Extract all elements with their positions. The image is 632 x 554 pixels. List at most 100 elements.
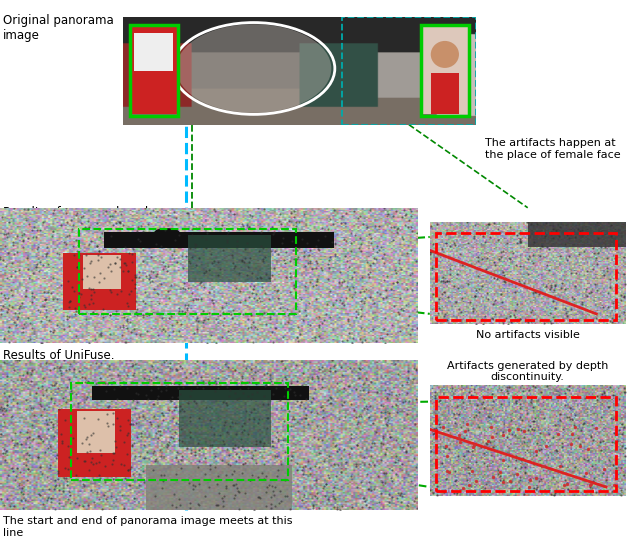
Point [441, 238, 451, 247]
Point [256, 273, 266, 282]
Point [0, 410, 8, 419]
Point [83, 217, 93, 225]
Point [62, 480, 72, 489]
Point [259, 309, 269, 317]
Point [347, 339, 357, 348]
Point [185, 504, 195, 512]
Point [185, 259, 195, 268]
Point [36, 401, 46, 410]
Point [569, 423, 580, 432]
Point [523, 409, 533, 418]
Point [352, 419, 362, 428]
Point [155, 427, 166, 435]
Point [237, 422, 247, 430]
Point [3, 228, 13, 237]
Point [45, 460, 55, 469]
Bar [146, 465, 292, 510]
Point [555, 409, 565, 418]
Point [46, 494, 56, 502]
Point [84, 338, 94, 347]
Bar [422, 27, 468, 114]
Point [124, 249, 134, 258]
Point [561, 309, 571, 318]
Point [331, 440, 341, 449]
Point [182, 306, 192, 315]
Point [238, 255, 248, 264]
Point [434, 397, 444, 406]
Point [102, 409, 112, 418]
Point [201, 266, 211, 275]
Point [387, 402, 397, 411]
Point [621, 388, 631, 397]
Point [307, 265, 317, 274]
Point [387, 476, 398, 485]
Point [478, 486, 488, 495]
Point [245, 281, 255, 290]
Point [276, 496, 286, 505]
Point [76, 289, 86, 298]
Point [25, 403, 35, 412]
Point [205, 440, 216, 449]
Point [16, 496, 27, 505]
Point [207, 259, 217, 268]
Point [495, 399, 506, 408]
Point [312, 409, 322, 418]
Point [270, 483, 281, 491]
Point [287, 452, 297, 460]
Point [524, 483, 534, 491]
Point [392, 278, 402, 287]
Point [29, 411, 39, 419]
Point [127, 361, 137, 370]
Point [222, 363, 233, 372]
Point [312, 488, 322, 497]
Point [459, 452, 469, 460]
Point [530, 382, 540, 391]
Point [67, 388, 77, 397]
Point [262, 423, 272, 432]
Point [0, 500, 9, 509]
Point [607, 437, 617, 446]
Point [292, 376, 302, 385]
Point [124, 289, 134, 298]
Point [425, 247, 435, 255]
Point [536, 388, 546, 397]
Point [355, 334, 365, 343]
Point [213, 270, 223, 279]
Point [293, 337, 303, 346]
Point [3, 304, 13, 313]
Point [236, 435, 246, 444]
Point [62, 217, 72, 226]
Point [119, 338, 130, 347]
Point [511, 312, 521, 321]
Point [167, 392, 177, 401]
Point [353, 309, 363, 318]
Point [387, 493, 398, 501]
Point [102, 421, 112, 430]
Point [94, 495, 104, 504]
Point [346, 228, 356, 237]
Point [305, 463, 315, 472]
Point [99, 273, 109, 282]
Point [329, 442, 339, 450]
Point [2, 401, 12, 409]
Point [434, 304, 444, 313]
Point [384, 389, 394, 398]
Point [4, 338, 15, 347]
Point [151, 239, 161, 248]
Point [402, 378, 412, 387]
Point [139, 440, 149, 449]
Point [45, 442, 55, 450]
Point [0, 449, 10, 458]
Point [392, 395, 402, 404]
Point [564, 252, 574, 260]
Point [133, 222, 143, 231]
Point [110, 437, 120, 446]
Point [250, 446, 260, 455]
Point [560, 389, 570, 398]
Point [317, 382, 327, 391]
Point [485, 451, 495, 460]
Point [94, 247, 104, 256]
Point [518, 387, 528, 396]
Point [145, 418, 155, 427]
Point [115, 255, 125, 264]
